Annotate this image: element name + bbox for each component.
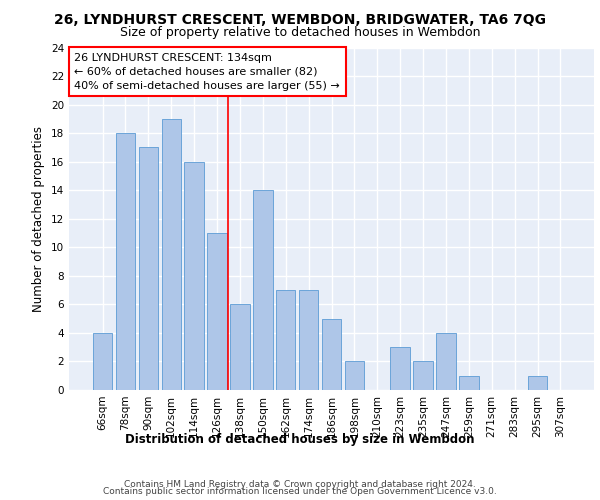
Text: Distribution of detached houses by size in Wembdon: Distribution of detached houses by size … (125, 432, 475, 446)
Bar (344, 362, 364, 390)
Text: Contains HM Land Registry data © Crown copyright and database right 2024.: Contains HM Land Registry data © Crown c… (124, 480, 476, 489)
Text: 26 LYNDHURST CRESCENT: 134sqm
← 60% of detached houses are smaller (82)
40% of s: 26 LYNDHURST CRESCENT: 134sqm ← 60% of d… (74, 52, 340, 90)
Bar (276, 290, 295, 390)
Text: 26, LYNDHURST CRESCENT, WEMBDON, BRIDGWATER, TA6 7QG: 26, LYNDHURST CRESCENT, WEMBDON, BRIDGWA… (54, 12, 546, 26)
Y-axis label: Number of detached properties: Number of detached properties (32, 126, 46, 312)
Bar (459, 376, 479, 390)
Bar (299, 290, 319, 390)
Bar (184, 162, 204, 390)
Bar (93, 333, 112, 390)
Bar (436, 333, 455, 390)
Bar (413, 362, 433, 390)
Bar (139, 148, 158, 390)
Bar (161, 119, 181, 390)
Bar (391, 347, 410, 390)
Bar (230, 304, 250, 390)
Bar (322, 318, 341, 390)
Text: Size of property relative to detached houses in Wembdon: Size of property relative to detached ho… (120, 26, 480, 39)
Bar (253, 190, 272, 390)
Bar (208, 233, 227, 390)
Bar (116, 133, 135, 390)
Bar (528, 376, 547, 390)
Text: Contains public sector information licensed under the Open Government Licence v3: Contains public sector information licen… (103, 487, 497, 496)
